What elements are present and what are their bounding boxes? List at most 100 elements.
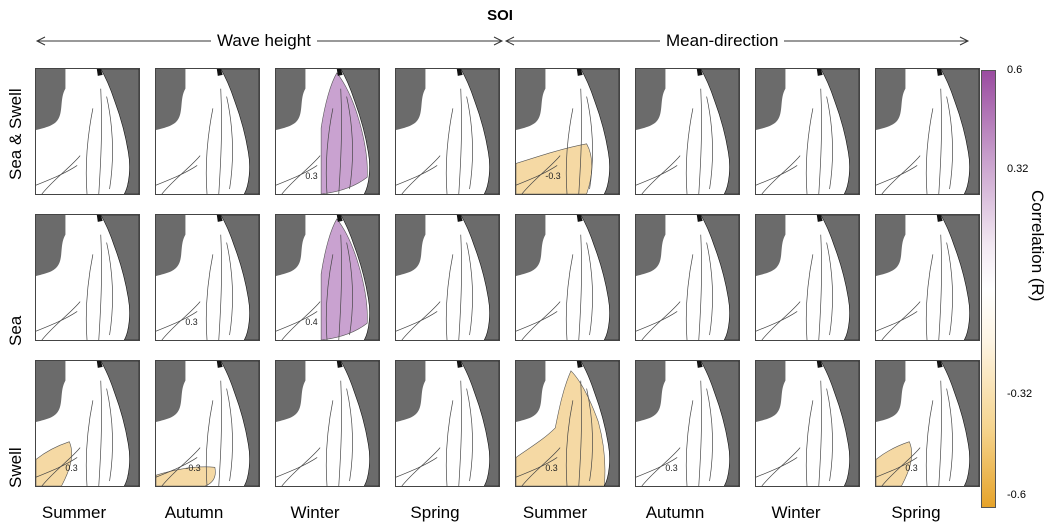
map-svg xyxy=(156,69,259,194)
map-panel-r0-c7 xyxy=(875,68,980,195)
contour-line xyxy=(226,96,233,190)
land-west xyxy=(276,215,306,277)
island xyxy=(216,69,223,76)
land-west xyxy=(516,215,546,277)
contour-line xyxy=(756,165,798,186)
contour-line xyxy=(578,88,582,194)
contour-line xyxy=(205,108,214,194)
island xyxy=(936,361,943,368)
contour-line xyxy=(36,311,78,332)
map-panel-r2-c7: 0.3 xyxy=(875,360,980,487)
contour-line xyxy=(346,388,353,482)
contour-line xyxy=(106,388,113,482)
contour-label: 0.3 xyxy=(65,463,77,473)
map-svg: 0.3 xyxy=(516,361,619,486)
contour-label: 0.3 xyxy=(905,463,917,473)
contour-line xyxy=(946,96,953,190)
contour-line xyxy=(205,400,214,486)
map-panel-r0-c6 xyxy=(755,68,860,195)
island xyxy=(336,69,343,76)
land-west xyxy=(156,69,186,131)
contour-line xyxy=(346,96,353,190)
contour-line xyxy=(85,400,94,486)
contour-label: 0.3 xyxy=(665,463,677,473)
contour-line xyxy=(876,311,918,332)
island xyxy=(456,361,463,368)
map-panel-r2-c3 xyxy=(395,360,500,487)
contour-line xyxy=(226,388,233,482)
map-panel-r0-c0 xyxy=(35,68,140,195)
contour-line xyxy=(876,165,918,186)
land-east xyxy=(580,361,619,486)
contour-line xyxy=(325,108,334,194)
contour-line xyxy=(925,254,934,340)
island xyxy=(936,215,943,222)
contour-line xyxy=(938,88,942,194)
land-west xyxy=(36,361,66,423)
contour-label: 0.3 xyxy=(305,171,317,181)
contour-line xyxy=(445,108,454,194)
contour-line xyxy=(946,388,953,482)
colorbar-tick: 0.32 xyxy=(1007,163,1029,175)
contour-line xyxy=(805,108,814,194)
land-west xyxy=(156,215,186,277)
map-panel-r2-c0: 0.3 xyxy=(35,360,140,487)
contour-label: 0.3 xyxy=(185,317,197,327)
contour-line xyxy=(565,254,574,340)
land-west xyxy=(36,69,66,131)
contour-line xyxy=(805,254,814,340)
land-east xyxy=(940,361,979,486)
island xyxy=(456,215,463,222)
correlation-region xyxy=(516,143,593,194)
map-panel-r2-c1: -0.3 xyxy=(155,360,260,487)
map-panel-r2-c2 xyxy=(275,360,380,487)
map-svg xyxy=(516,215,619,340)
map-panel-r1-c4 xyxy=(515,214,620,341)
contour-line xyxy=(466,388,473,482)
land-east xyxy=(220,69,259,194)
figure-title: SOI xyxy=(487,7,513,24)
map-panel-r1-c2: 0.4 xyxy=(275,214,380,341)
contour-line xyxy=(106,242,113,336)
map-panel-r1-c1: 0.3 xyxy=(155,214,260,341)
contour-label: 0.4 xyxy=(305,317,317,327)
contour-line xyxy=(325,400,334,486)
contour-line xyxy=(396,311,438,332)
contour-line xyxy=(636,165,678,186)
column-label-summer: Summer xyxy=(522,503,588,522)
contour-line xyxy=(516,457,558,478)
contour-line xyxy=(396,457,438,478)
land-west xyxy=(876,69,906,131)
map-panel-r0-c5 xyxy=(635,68,740,195)
map-svg xyxy=(36,69,139,194)
island xyxy=(816,215,823,222)
contour-line xyxy=(516,165,558,186)
map-panel-r1-c3 xyxy=(395,214,500,341)
contour-line xyxy=(818,234,822,340)
island xyxy=(576,69,583,76)
island xyxy=(96,69,103,76)
correlation-region xyxy=(320,218,368,340)
island xyxy=(576,215,583,222)
island xyxy=(456,69,463,76)
correlation-region xyxy=(320,72,368,194)
contour-line xyxy=(156,457,198,478)
column-label-autumn: Autumn xyxy=(164,503,224,522)
island xyxy=(96,215,103,222)
map-panel-r2-c6 xyxy=(755,360,860,487)
land-west xyxy=(396,361,426,423)
island xyxy=(336,361,343,368)
land-east xyxy=(820,361,859,486)
contour-line xyxy=(338,380,342,486)
map-svg xyxy=(36,215,139,340)
row-label-swell: Swell xyxy=(6,447,25,488)
contour-line xyxy=(876,457,918,478)
land-west xyxy=(756,215,786,277)
map-panel-r1-c5 xyxy=(635,214,740,341)
column-label-winter: Winter xyxy=(771,503,821,522)
colorbar xyxy=(981,70,996,508)
contour-line xyxy=(338,234,342,340)
contour-line xyxy=(106,96,113,190)
contour-line xyxy=(925,400,934,486)
contour-line xyxy=(466,242,473,336)
